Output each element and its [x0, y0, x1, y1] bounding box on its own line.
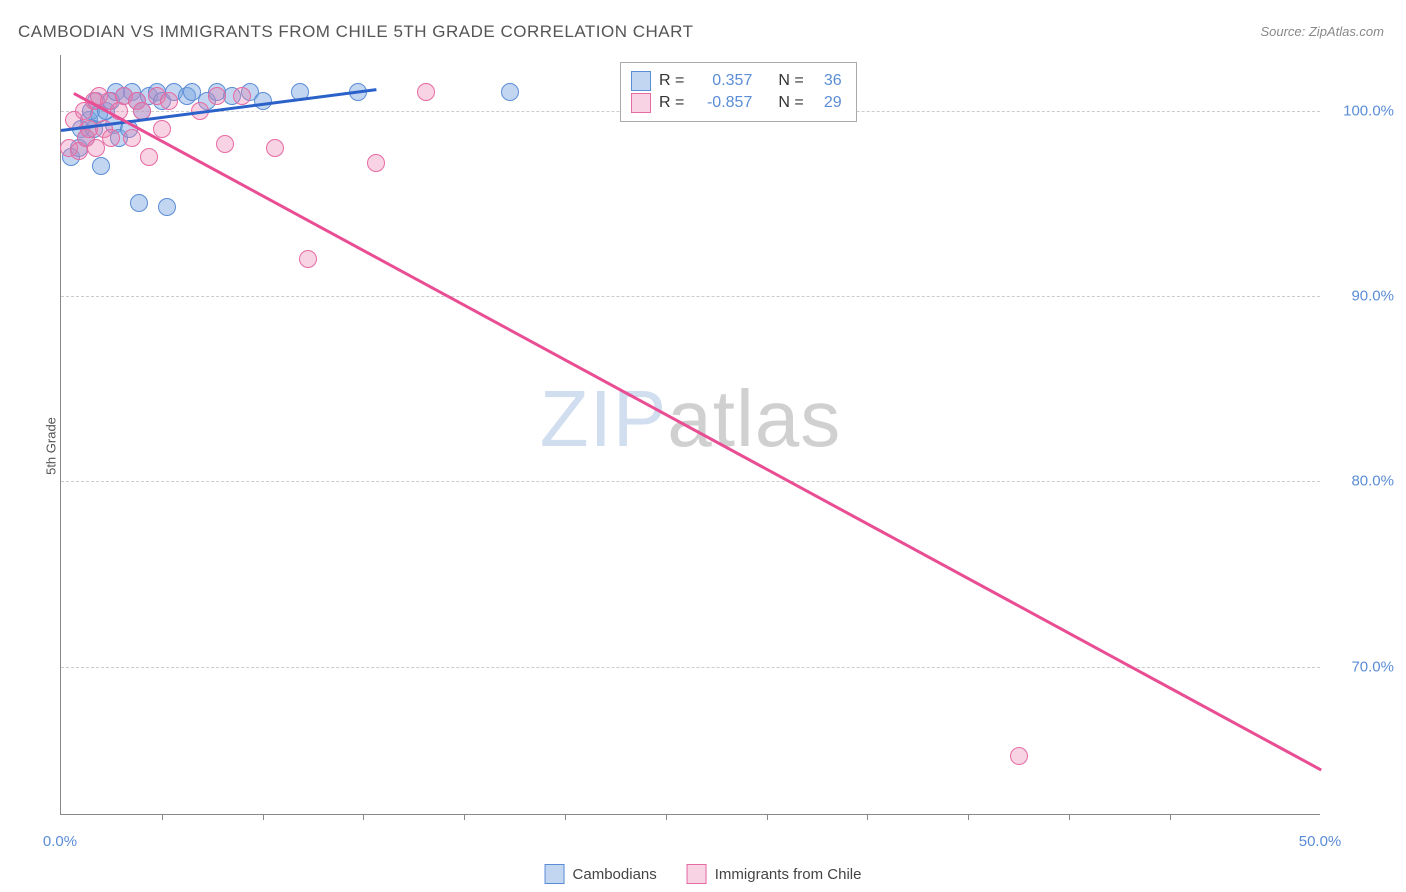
gridline-h — [61, 481, 1320, 482]
stat-r-value: -0.857 — [692, 94, 752, 112]
chart-title: CAMBODIAN VS IMMIGRANTS FROM CHILE 5TH G… — [18, 22, 694, 42]
y-tick-label: 100.0% — [1343, 102, 1394, 119]
y-tick-label: 80.0% — [1351, 473, 1394, 490]
y-axis-label: 5th Grade — [43, 417, 58, 475]
source-attribution: Source: ZipAtlas.com — [1260, 24, 1384, 39]
stat-n-label: N = — [778, 94, 803, 112]
legend-swatch — [545, 864, 565, 884]
legend-label: Immigrants from Chile — [715, 866, 862, 883]
stats-legend-box: R = 0.357 N = 36 R = -0.857 N = 29 — [620, 62, 857, 122]
x-tick — [867, 814, 868, 820]
scatter-point — [1010, 747, 1028, 765]
x-tick — [1069, 814, 1070, 820]
legend-item: Cambodians — [545, 864, 657, 884]
scatter-point — [208, 87, 226, 105]
stat-n-label: N = — [778, 72, 803, 90]
legend-item: Immigrants from Chile — [687, 864, 862, 884]
scatter-point — [140, 148, 158, 166]
scatter-point — [367, 154, 385, 172]
stats-row: R = -0.857 N = 29 — [631, 93, 842, 113]
scatter-point — [102, 129, 120, 147]
scatter-point — [158, 198, 176, 216]
stat-n-value: 29 — [812, 94, 842, 112]
legend-swatch — [631, 93, 651, 113]
x-tick — [162, 814, 163, 820]
stat-r-label: R = — [659, 94, 684, 112]
scatter-point — [501, 83, 519, 101]
x-tick — [464, 814, 465, 820]
stat-r-value: 0.357 — [692, 72, 752, 90]
stat-r-label: R = — [659, 72, 684, 90]
source-name: ZipAtlas.com — [1309, 24, 1384, 39]
gridline-h — [61, 296, 1320, 297]
x-tick — [565, 814, 566, 820]
scatter-point — [266, 139, 284, 157]
watermark-zip: ZIP — [540, 374, 667, 463]
source-prefix: Source: — [1260, 24, 1308, 39]
scatter-point — [233, 87, 251, 105]
y-tick-label: 70.0% — [1351, 658, 1394, 675]
scatter-point — [216, 135, 234, 153]
x-tick — [666, 814, 667, 820]
scatter-point — [417, 83, 435, 101]
stat-n-value: 36 — [812, 72, 842, 90]
y-tick-label: 90.0% — [1351, 287, 1394, 304]
plot-area: ZIPatlas — [60, 55, 1320, 815]
x-tick — [767, 814, 768, 820]
watermark-atlas: atlas — [667, 374, 841, 463]
bottom-legend: Cambodians Immigrants from Chile — [545, 864, 862, 884]
stats-row: R = 0.357 N = 36 — [631, 71, 842, 91]
x-tick-label-left: 0.0% — [43, 833, 77, 850]
x-tick — [1170, 814, 1171, 820]
watermark: ZIPatlas — [540, 373, 841, 465]
x-tick — [968, 814, 969, 820]
legend-label: Cambodians — [573, 866, 657, 883]
x-tick — [263, 814, 264, 820]
x-tick-label-right: 50.0% — [1299, 833, 1342, 850]
scatter-point — [123, 129, 141, 147]
scatter-point — [92, 157, 110, 175]
x-tick — [363, 814, 364, 820]
trend-line — [73, 92, 1322, 771]
scatter-point — [130, 194, 148, 212]
scatter-point — [160, 92, 178, 110]
legend-swatch — [631, 71, 651, 91]
legend-swatch — [687, 864, 707, 884]
scatter-point — [299, 250, 317, 268]
